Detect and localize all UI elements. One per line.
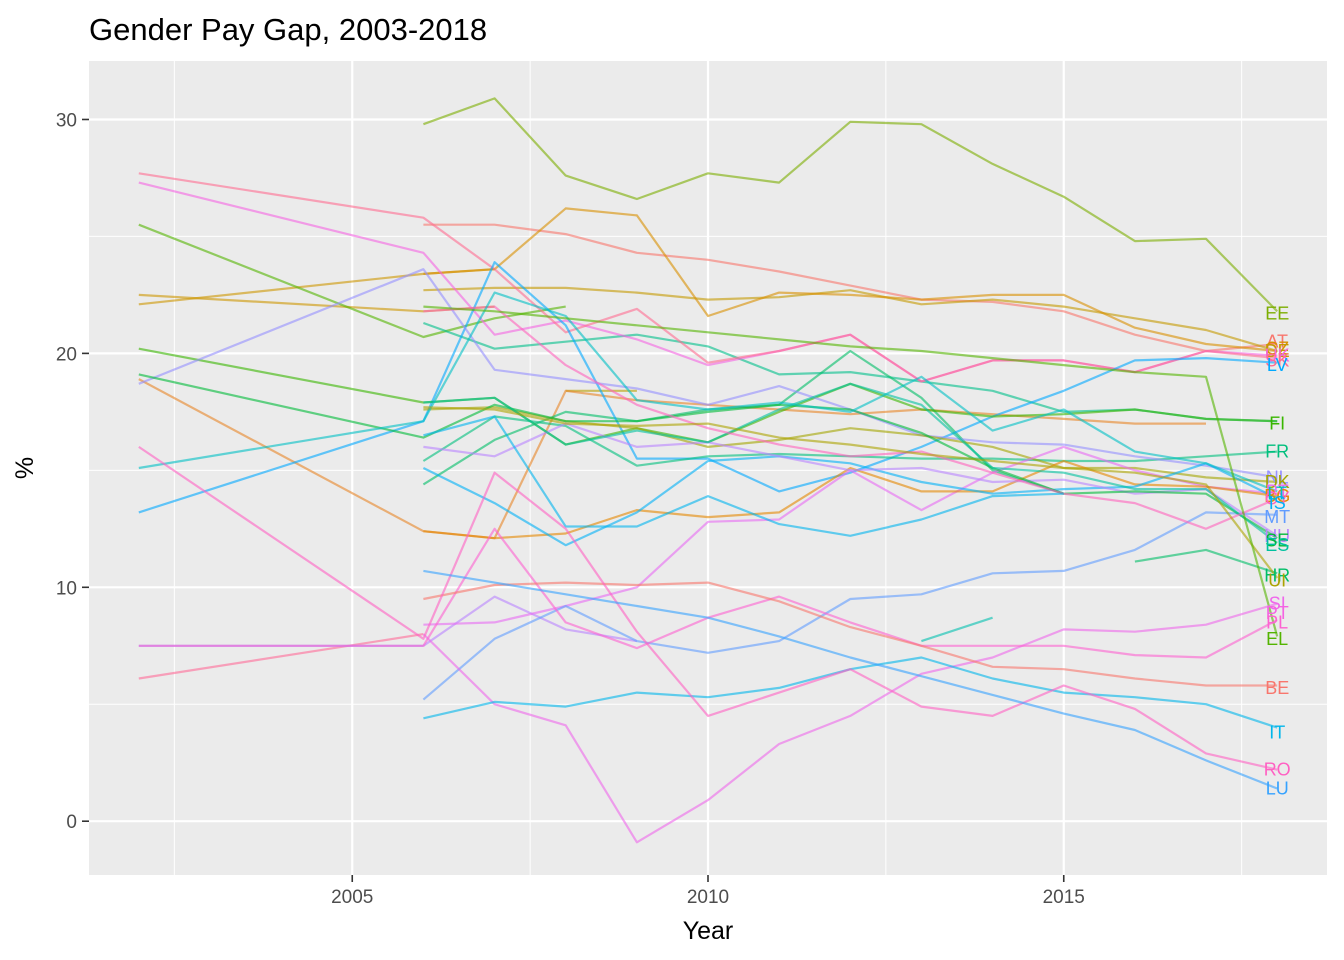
series-line-at bbox=[423, 223, 1278, 353]
series-line-el bbox=[423, 305, 1279, 637]
series-end-labels: EEATCZDEUKSKLVFIFRNLDKPTBGCYLTISMTHUSEES… bbox=[1264, 304, 1291, 799]
end-label-lu: LU bbox=[1266, 778, 1289, 798]
y-tick-label: 30 bbox=[56, 110, 77, 131]
end-label-fr: FR bbox=[1265, 442, 1289, 462]
end-label-dk: DK bbox=[1265, 472, 1290, 492]
extra-line-4 bbox=[138, 223, 566, 339]
series-line-de bbox=[423, 286, 1278, 353]
end-label-es: ES bbox=[1265, 535, 1289, 555]
end-label-is: IS bbox=[1269, 493, 1286, 513]
series-line-cy bbox=[423, 305, 1278, 530]
y-axis-title: % bbox=[11, 457, 39, 479]
end-label-ui: UI bbox=[1268, 570, 1286, 590]
end-label-uk: UK bbox=[1265, 346, 1290, 366]
series-line-hr bbox=[1134, 548, 1278, 575]
series-line-be bbox=[423, 581, 1278, 687]
end-label-de: DE bbox=[1265, 341, 1290, 361]
end-label-at: AT bbox=[1266, 332, 1288, 352]
end-label-fi: FI bbox=[1269, 414, 1285, 434]
end-label-lv: LV bbox=[1267, 355, 1288, 375]
end-label-ee: EE bbox=[1265, 304, 1289, 324]
chart-title: Gender Pay Gap, 2003-2018 bbox=[89, 12, 487, 47]
end-label-cy: CY bbox=[1265, 488, 1290, 508]
series-line-es bbox=[423, 382, 1278, 544]
end-label-el: EL bbox=[1266, 629, 1288, 649]
end-label-sk: SK bbox=[1265, 350, 1289, 370]
series-line-is bbox=[422, 455, 1278, 547]
end-label-pt: PT bbox=[1266, 481, 1289, 501]
x-axis: 2005 2010 2015 bbox=[331, 875, 1085, 908]
series-line-ie bbox=[423, 415, 1064, 537]
series-line-ui bbox=[423, 406, 1279, 579]
end-label-be: BE bbox=[1265, 678, 1289, 698]
end-label-se: SE bbox=[1265, 531, 1289, 551]
series-line-bg bbox=[423, 459, 1278, 540]
series-line-cz bbox=[423, 207, 1278, 353]
end-label-hu: HU bbox=[1264, 526, 1290, 546]
x-tick-label: 2005 bbox=[331, 887, 373, 908]
series-line-lu bbox=[423, 569, 1278, 790]
series-line-si bbox=[422, 602, 1278, 844]
x-tick-label: 2015 bbox=[1043, 887, 1085, 908]
end-label-lt: LT bbox=[1267, 484, 1287, 504]
x-axis-title: Year bbox=[683, 917, 734, 945]
end-label-mt: MT bbox=[1264, 507, 1290, 527]
extra-line-6 bbox=[138, 633, 424, 680]
series-lines bbox=[138, 97, 1279, 844]
end-label-pl: PL bbox=[1266, 612, 1288, 632]
series-line-lt bbox=[138, 291, 1278, 493]
series-line-lv bbox=[138, 261, 1278, 514]
y-axis: 0 10 20 30 bbox=[56, 110, 89, 833]
y-tick-label: 10 bbox=[56, 578, 77, 599]
end-label-hr: HR bbox=[1264, 566, 1290, 586]
series-line-ee bbox=[423, 97, 1278, 313]
end-label-ro: RO bbox=[1264, 760, 1291, 780]
series-line-pl bbox=[138, 527, 1278, 659]
end-label-cz: CZ bbox=[1265, 339, 1289, 359]
extra-line-7 bbox=[921, 616, 993, 643]
x-tick-label: 2010 bbox=[687, 887, 729, 908]
end-label-bg: BG bbox=[1264, 486, 1290, 506]
y-tick-label: 20 bbox=[56, 344, 77, 365]
end-label-nl: NL bbox=[1266, 467, 1289, 487]
end-label-it: IT bbox=[1269, 722, 1285, 742]
end-label-pt: PT bbox=[1266, 603, 1289, 623]
series-line-ro bbox=[138, 445, 1278, 771]
end-label-si: SI bbox=[1269, 594, 1286, 614]
extra-line-10 bbox=[422, 349, 1065, 495]
series-line-mt bbox=[422, 511, 1278, 701]
y-tick-label: 0 bbox=[66, 812, 77, 833]
